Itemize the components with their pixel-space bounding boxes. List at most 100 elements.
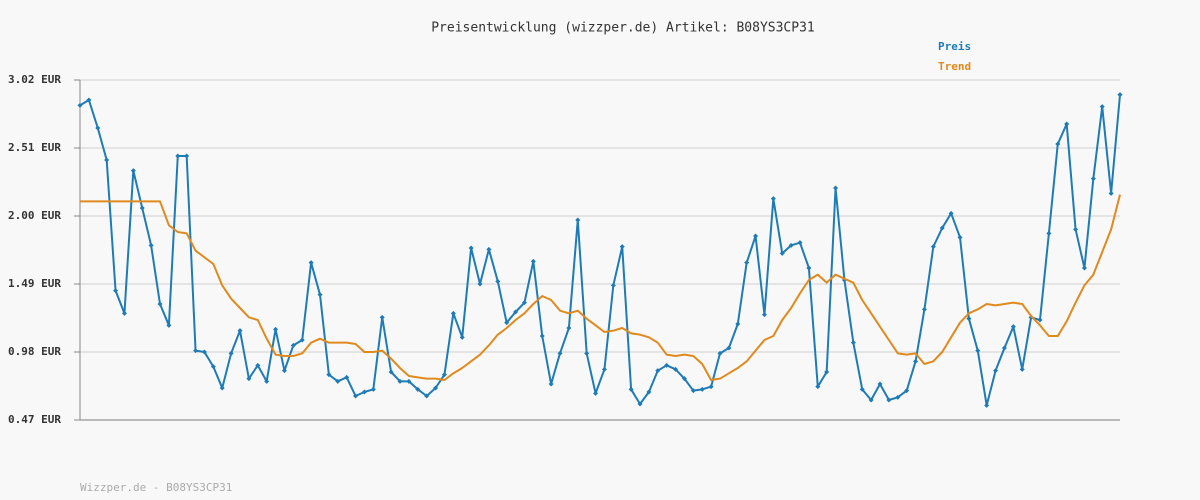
marker bbox=[913, 358, 919, 364]
marker bbox=[566, 325, 572, 331]
marker bbox=[415, 386, 421, 392]
marker bbox=[1081, 265, 1087, 271]
marker bbox=[637, 401, 643, 407]
marker bbox=[539, 333, 545, 339]
marker bbox=[548, 381, 554, 387]
marker bbox=[859, 386, 865, 392]
marker bbox=[441, 372, 447, 378]
marker bbox=[664, 362, 670, 368]
marker bbox=[957, 234, 963, 240]
marker bbox=[335, 378, 341, 384]
marker bbox=[433, 385, 439, 391]
marker bbox=[246, 376, 252, 382]
marker bbox=[1019, 366, 1025, 372]
marker bbox=[308, 260, 314, 266]
marker bbox=[993, 368, 999, 374]
y-tick-label: 2.00 EUR bbox=[8, 209, 61, 222]
marker bbox=[1046, 230, 1052, 236]
marker bbox=[1055, 141, 1061, 147]
marker bbox=[130, 168, 136, 174]
marker bbox=[966, 316, 972, 322]
line-1 bbox=[80, 194, 1121, 381]
chart-title: Preisentwicklung (wizzper.de) Artikel: B… bbox=[431, 21, 815, 36]
marker bbox=[264, 378, 270, 384]
marker bbox=[833, 185, 839, 191]
marker bbox=[708, 384, 714, 390]
y-tick-label: 2.51 EUR bbox=[8, 141, 61, 154]
marker bbox=[948, 210, 954, 216]
footer: Wizzper.de - B08YS3CP31 bbox=[80, 481, 232, 494]
marker bbox=[406, 378, 412, 384]
marker bbox=[904, 388, 910, 394]
marker bbox=[1073, 226, 1079, 232]
marker bbox=[166, 322, 172, 328]
marker bbox=[584, 350, 590, 356]
marker bbox=[770, 196, 776, 202]
marker bbox=[424, 393, 430, 399]
marker bbox=[690, 388, 696, 394]
marker bbox=[735, 321, 741, 327]
marker bbox=[388, 369, 394, 375]
marker bbox=[646, 389, 652, 395]
marker bbox=[219, 385, 225, 391]
marker bbox=[1090, 176, 1096, 182]
marker bbox=[157, 301, 163, 307]
marker bbox=[495, 278, 501, 284]
marker bbox=[326, 372, 332, 378]
marker bbox=[1037, 317, 1043, 323]
marker bbox=[717, 350, 723, 356]
marker bbox=[1108, 190, 1114, 196]
legend-label: Preis bbox=[938, 40, 971, 53]
marker bbox=[299, 337, 305, 343]
marker bbox=[184, 153, 190, 159]
marker bbox=[1001, 345, 1007, 351]
marker bbox=[139, 205, 145, 211]
marker bbox=[255, 362, 261, 368]
marker bbox=[619, 244, 625, 250]
y-tick-label: 0.98 EUR bbox=[8, 345, 61, 358]
marker bbox=[530, 258, 536, 264]
marker bbox=[824, 369, 830, 375]
marker bbox=[850, 340, 856, 346]
marker bbox=[77, 102, 83, 108]
y-tick-label: 1.49 EUR bbox=[8, 277, 61, 290]
marker bbox=[921, 306, 927, 312]
marker bbox=[228, 350, 234, 356]
marker bbox=[1117, 92, 1123, 98]
marker bbox=[175, 153, 181, 159]
marker bbox=[370, 386, 376, 392]
marker bbox=[699, 386, 705, 392]
marker bbox=[868, 397, 874, 403]
marker bbox=[86, 97, 92, 103]
marker bbox=[753, 233, 759, 239]
marker bbox=[344, 374, 350, 380]
marker bbox=[210, 364, 216, 370]
y-tick-label: 3.02 EUR bbox=[8, 73, 61, 86]
marker bbox=[361, 389, 367, 395]
marker bbox=[930, 244, 936, 250]
legend-label: Trend bbox=[938, 60, 971, 73]
y-tick-label: 0.47 EUR bbox=[8, 413, 61, 426]
marker bbox=[397, 378, 403, 384]
marker bbox=[877, 381, 883, 387]
marker bbox=[290, 342, 296, 348]
marker bbox=[193, 348, 199, 354]
marker bbox=[201, 349, 207, 355]
marker bbox=[95, 125, 101, 131]
marker bbox=[673, 366, 679, 372]
marker bbox=[486, 246, 492, 252]
marker bbox=[148, 242, 154, 248]
marker bbox=[450, 310, 456, 316]
marker bbox=[779, 250, 785, 256]
marker bbox=[1099, 104, 1105, 110]
marker bbox=[610, 282, 616, 288]
marker bbox=[593, 390, 599, 396]
marker bbox=[504, 320, 510, 326]
marker bbox=[744, 260, 750, 266]
marker bbox=[655, 368, 661, 374]
marker bbox=[797, 240, 803, 246]
marker bbox=[237, 328, 243, 334]
marker bbox=[628, 386, 634, 392]
marker bbox=[459, 334, 465, 340]
